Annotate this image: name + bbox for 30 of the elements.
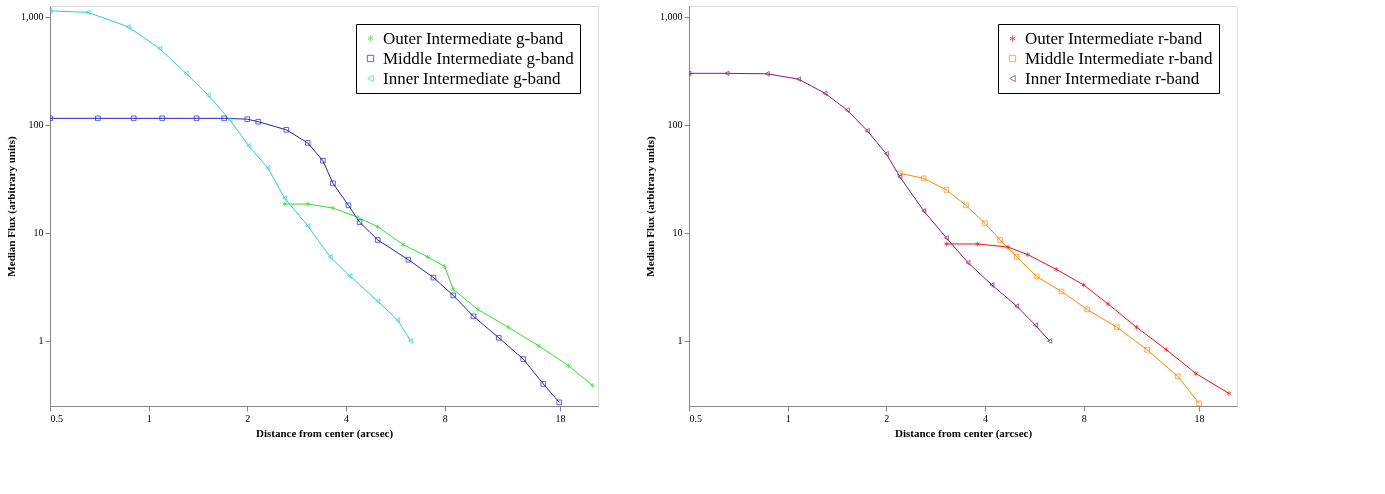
x-axis-title: Distance from center (arcsec): [894, 426, 1033, 440]
x-tick-label: 1: [146, 412, 152, 424]
y-tick-label: 1,000: [660, 11, 683, 23]
x-tick-label: 2: [884, 412, 890, 424]
x-tick-label: 4: [343, 412, 349, 424]
legend-label: Middle Intermediate r-band: [1025, 48, 1214, 68]
legend-label: Middle Intermediate g-band: [383, 48, 575, 68]
y-tick-label: 100: [28, 119, 44, 131]
y-tick-label: 1: [38, 335, 44, 347]
y-axis-title: Median Flux (arbitrary units): [644, 136, 657, 277]
y-axis-title: Median Flux (arbitrary units): [5, 136, 18, 277]
y-tick-label: 10: [33, 227, 44, 239]
x-tick-label: 18: [555, 412, 566, 424]
y-tick-label: 10: [672, 227, 683, 239]
x-tick-label: 18: [1194, 412, 1205, 424]
x-axis-title: Distance from center (arcsec): [255, 426, 394, 440]
legend-label: Inner Intermediate r-band: [1025, 68, 1200, 88]
legend-label: Outer Intermediate g-band: [383, 28, 564, 48]
x-tick-label: 4: [982, 412, 988, 424]
x-tick-label: 8: [442, 412, 448, 424]
x-tick-label: 0.5: [50, 412, 63, 424]
y-tick-label: 1: [677, 335, 683, 347]
y-tick-label: 1,000: [21, 11, 44, 23]
x-tick-label: 0.5: [689, 412, 702, 424]
x-tick-label: 8: [1081, 412, 1087, 424]
x-tick-label: 2: [245, 412, 251, 424]
legend-label: Outer Intermediate r-band: [1025, 28, 1203, 48]
x-tick-label: 1: [785, 412, 791, 424]
y-tick-label: 100: [667, 119, 683, 131]
legend-label: Inner Intermediate g-band: [383, 68, 561, 88]
